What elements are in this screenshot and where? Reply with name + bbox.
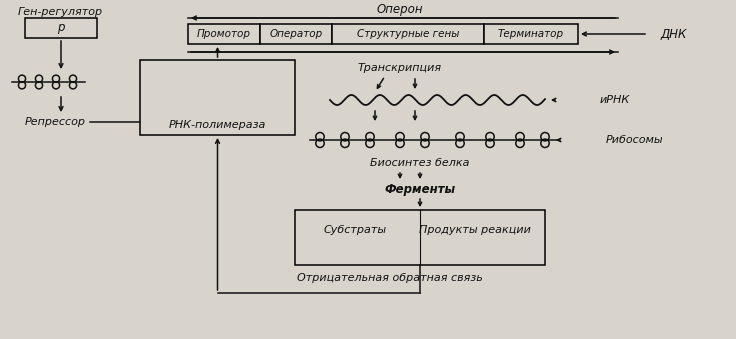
Text: Промотор: Промотор — [197, 29, 251, 39]
Bar — [295, 210, 545, 265]
Bar — [188, 24, 260, 44]
Bar — [484, 24, 578, 44]
Bar — [260, 24, 332, 44]
Bar — [140, 60, 295, 135]
Text: Субстраты: Субстраты — [323, 225, 386, 235]
Text: р: р — [57, 21, 65, 35]
Text: Оператор: Оператор — [269, 29, 322, 39]
Text: Оперон: Оперон — [377, 3, 423, 17]
Text: Транскрипция: Транскрипция — [358, 63, 442, 73]
Text: Ферменты: Ферменты — [384, 182, 456, 196]
Text: Отрицательная обратная связь: Отрицательная обратная связь — [297, 273, 483, 283]
Bar — [25, 18, 97, 38]
Text: Рибосомы: Рибосомы — [606, 135, 664, 145]
Text: Терминатор: Терминатор — [498, 29, 564, 39]
Text: Биосинтез белка: Биосинтез белка — [370, 158, 470, 168]
Text: РНК-полимераза: РНК-полимераза — [169, 120, 266, 130]
Text: Структурные гены: Структурные гены — [357, 29, 459, 39]
Text: ДНК: ДНК — [660, 27, 687, 40]
Bar — [332, 24, 484, 44]
Text: Продукты реакции: Продукты реакции — [419, 225, 531, 235]
Text: Ген-регулятор: Ген-регулятор — [18, 7, 102, 17]
Text: Репрессор: Репрессор — [24, 117, 85, 127]
Text: иРНК: иРНК — [600, 95, 630, 105]
